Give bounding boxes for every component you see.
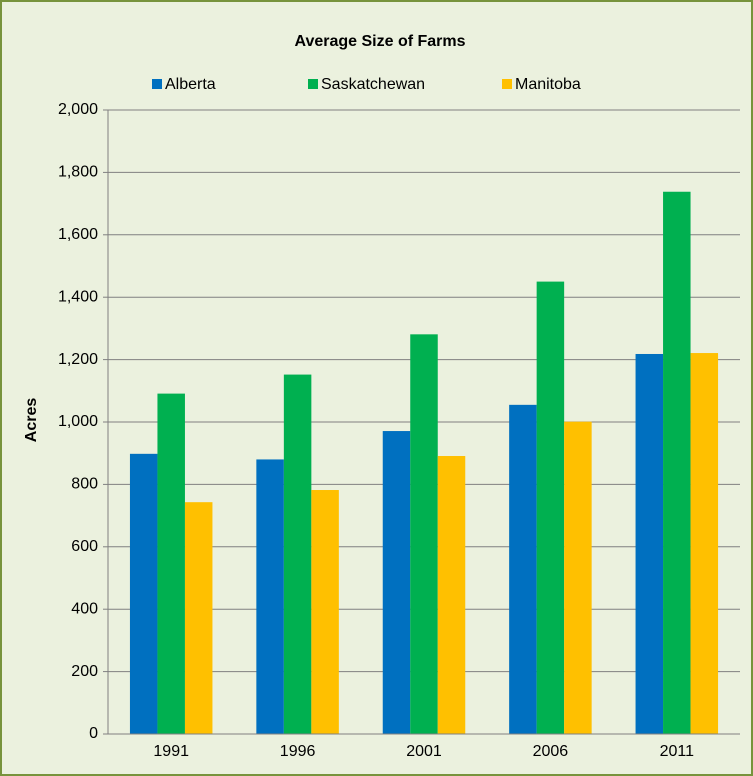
bar (382, 431, 411, 734)
bar (437, 456, 466, 734)
bar (184, 502, 213, 734)
bar (663, 191, 691, 734)
y-tick-label: 1,400 (58, 288, 98, 305)
legend-label: Manitoba (515, 76, 581, 93)
bar (536, 281, 565, 734)
y-axis-label: Acres (23, 398, 40, 443)
y-tick-label: 400 (71, 600, 98, 617)
bar (157, 393, 185, 734)
bar (564, 421, 592, 734)
x-tick-label: 2011 (660, 743, 695, 760)
bar (283, 374, 312, 734)
bar (129, 453, 158, 734)
legend-label: Saskatchewan (321, 76, 425, 93)
legend-swatch (152, 79, 162, 89)
x-tick-label: 2001 (406, 743, 442, 760)
legend-swatch (502, 79, 512, 89)
bar (410, 334, 438, 734)
y-tick-label: 200 (71, 663, 98, 680)
y-tick-label: 600 (71, 538, 98, 555)
bar (311, 490, 339, 734)
legend-label: Alberta (165, 76, 216, 93)
x-tick-label: 2006 (533, 743, 569, 760)
y-tick-label: 0 (89, 725, 98, 742)
x-tick-label: 1991 (153, 743, 189, 760)
y-tick-label: 1,000 (58, 413, 98, 430)
x-tick-label: 1996 (280, 743, 316, 760)
y-tick-label: 800 (71, 476, 98, 493)
y-tick-label: 1,600 (58, 226, 98, 243)
y-tick-label: 2,000 (58, 101, 98, 118)
bar (509, 404, 537, 734)
bar (635, 353, 664, 734)
bar (690, 353, 719, 734)
y-tick-label: 1,200 (58, 351, 98, 368)
bar (256, 459, 284, 734)
chart-title: Average Size of Farms (294, 33, 465, 50)
y-tick-label: 1,800 (58, 164, 98, 181)
legend-swatch (308, 79, 318, 89)
